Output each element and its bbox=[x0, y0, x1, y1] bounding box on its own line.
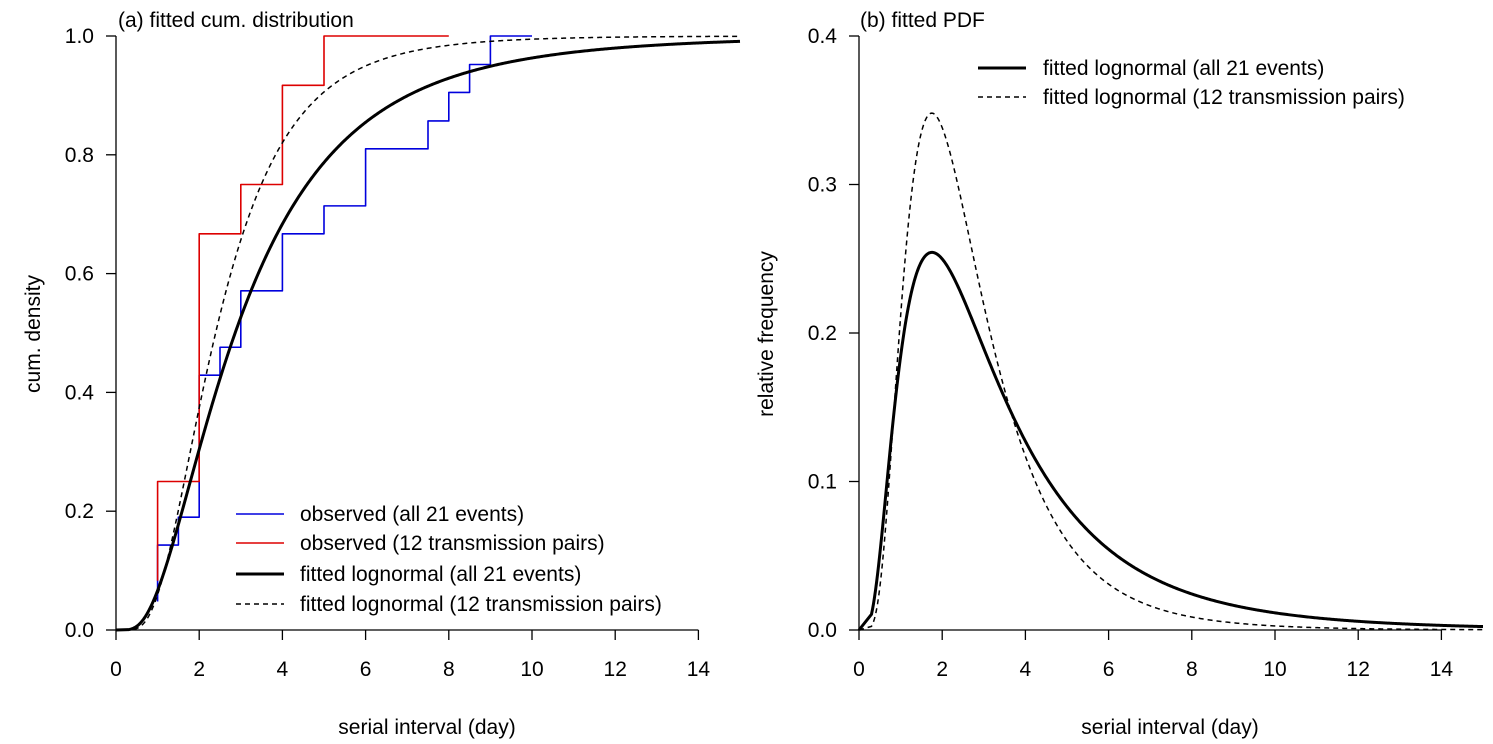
panel-a-y-tick-label: 0.8 bbox=[65, 144, 94, 167]
panel-a-x-tick-label: 4 bbox=[277, 658, 289, 681]
panel-a-x-tick-label: 2 bbox=[193, 658, 205, 681]
panel-a-x-tick-label: 8 bbox=[443, 658, 455, 681]
panel-b-x-tick-label: 12 bbox=[1347, 658, 1370, 681]
panel-a-y-tick-label: 0.2 bbox=[65, 500, 94, 523]
panel-a-title: (a) fitted cum. distribution bbox=[118, 9, 354, 32]
panel-b-x-tick-label: 14 bbox=[1430, 658, 1454, 681]
panel-b-y-tick-label: 0.3 bbox=[808, 174, 837, 197]
panel-a-legend-label-fitted-pairs: fitted lognormal (12 transmission pairs) bbox=[300, 593, 662, 616]
panel-a-x-tick-label: 10 bbox=[520, 658, 543, 681]
panel-b-legend-label-fitted-pairs: fitted lognormal (12 transmission pairs) bbox=[1043, 86, 1405, 109]
panel-a-x-tick-label: 12 bbox=[604, 658, 627, 681]
panel-a-series bbox=[115, 35, 741, 632]
panel-b-x-tick-label: 6 bbox=[1103, 658, 1115, 681]
panel-b-x-tick-label: 10 bbox=[1263, 658, 1286, 681]
panel-b-title: (b) fitted PDF bbox=[860, 9, 985, 32]
panel-b-x-tick-label: 4 bbox=[1020, 658, 1032, 681]
panel-b-x-tick-label: 0 bbox=[853, 658, 865, 681]
panel-a-cumulative-distribution: 0 2 4 6 8 10 12 14 0.0 0.2 0.4 0.6 0.8 1.0 (a) fitted… bbox=[22, 9, 741, 739]
panel-b-series-fitted-lognormal-12-transmission-pairs bbox=[858, 112, 1483, 631]
panel-a-x-tick-label: 0 bbox=[110, 658, 122, 681]
panel-a-y-tick-label: 0.0 bbox=[65, 619, 94, 642]
panel-a-x-tick-label: 14 bbox=[687, 658, 711, 681]
panel-a-legend: observed (all 21 events) observed (12 tr… bbox=[236, 503, 662, 616]
panel-b-axes: 0 2 4 6 8 10 12 14 0.0 0.1 0.2 0.3 0.4 bbox=[808, 25, 1454, 681]
panel-a-series-fitted-lognormal-12-transmission-pairs bbox=[115, 35, 741, 631]
panel-a-legend-label-observed-all: observed (all 21 events) bbox=[300, 503, 524, 526]
panel-b-y-tick-label: 0.0 bbox=[808, 619, 837, 642]
panel-b-series bbox=[857, 112, 1484, 631]
panel-b-legend-label-fitted-all: fitted lognormal (all 21 events) bbox=[1043, 57, 1324, 80]
panel-a-y-axis-label: cum. density bbox=[22, 275, 45, 393]
panel-b-x-tick-label: 8 bbox=[1186, 658, 1198, 681]
panel-b-legend: fitted lognormal (all 21 events) fitted … bbox=[978, 57, 1405, 109]
panel-a-series-observed-12-transmission-pairs bbox=[156, 35, 449, 581]
panel-a-legend-label-fitted-all: fitted lognormal (all 21 events) bbox=[300, 563, 581, 586]
panel-a-axes: 0 2 4 6 8 10 12 14 0.0 0.2 0.4 0.6 0.8 1.0 bbox=[65, 25, 711, 681]
panel-a-legend-label-observed-pairs: observed (12 transmission pairs) bbox=[300, 532, 605, 555]
panel-a-y-tick-label: 0.4 bbox=[65, 381, 95, 404]
panel-a-series-fitted-lognormal-all-21-events bbox=[115, 39, 741, 632]
panel-b-x-axis-label: serial interval (day) bbox=[1081, 716, 1258, 739]
panel-a-x-tick-label: 6 bbox=[360, 658, 372, 681]
panel-b-pdf: 0 2 4 6 8 10 12 14 0.0 0.1 0.2 0.3 0.4 (b) fitted PD… bbox=[755, 9, 1484, 739]
panel-b-x-tick-label: 2 bbox=[936, 658, 948, 681]
panel-a-y-tick-label: 1.0 bbox=[65, 25, 94, 48]
panel-b-y-tick-label: 0.1 bbox=[808, 471, 837, 494]
panel-a-x-axis-label: serial interval (day) bbox=[338, 716, 515, 739]
panel-a-y-tick-label: 0.6 bbox=[65, 263, 94, 286]
panel-b-y-tick-label: 0.2 bbox=[808, 322, 837, 345]
panel-b-y-axis-label: relative frequency bbox=[755, 251, 778, 417]
panel-b-y-tick-label: 0.4 bbox=[808, 25, 838, 48]
panel-b-series-fitted-lognormal-all-21-events bbox=[857, 250, 1484, 631]
panel-a-series-observed-all-21-events bbox=[156, 35, 532, 602]
